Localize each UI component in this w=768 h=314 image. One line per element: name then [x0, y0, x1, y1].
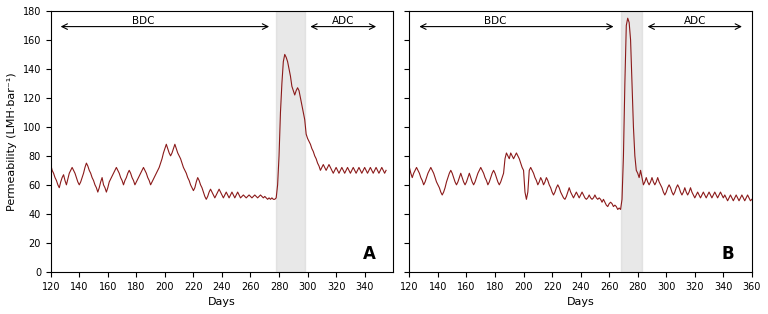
- Text: ADC: ADC: [684, 16, 706, 26]
- Text: ADC: ADC: [332, 16, 355, 26]
- Bar: [621, 11, 642, 272]
- Y-axis label: Permeability (LMH·bar⁻¹): Permeability (LMH·bar⁻¹): [7, 72, 17, 211]
- Text: B: B: [722, 245, 734, 263]
- Text: A: A: [362, 245, 376, 263]
- X-axis label: Days: Days: [208, 297, 236, 307]
- Text: BDC: BDC: [484, 16, 506, 26]
- Text: BDC: BDC: [132, 16, 154, 26]
- X-axis label: Days: Days: [567, 297, 594, 307]
- Bar: [276, 11, 305, 272]
